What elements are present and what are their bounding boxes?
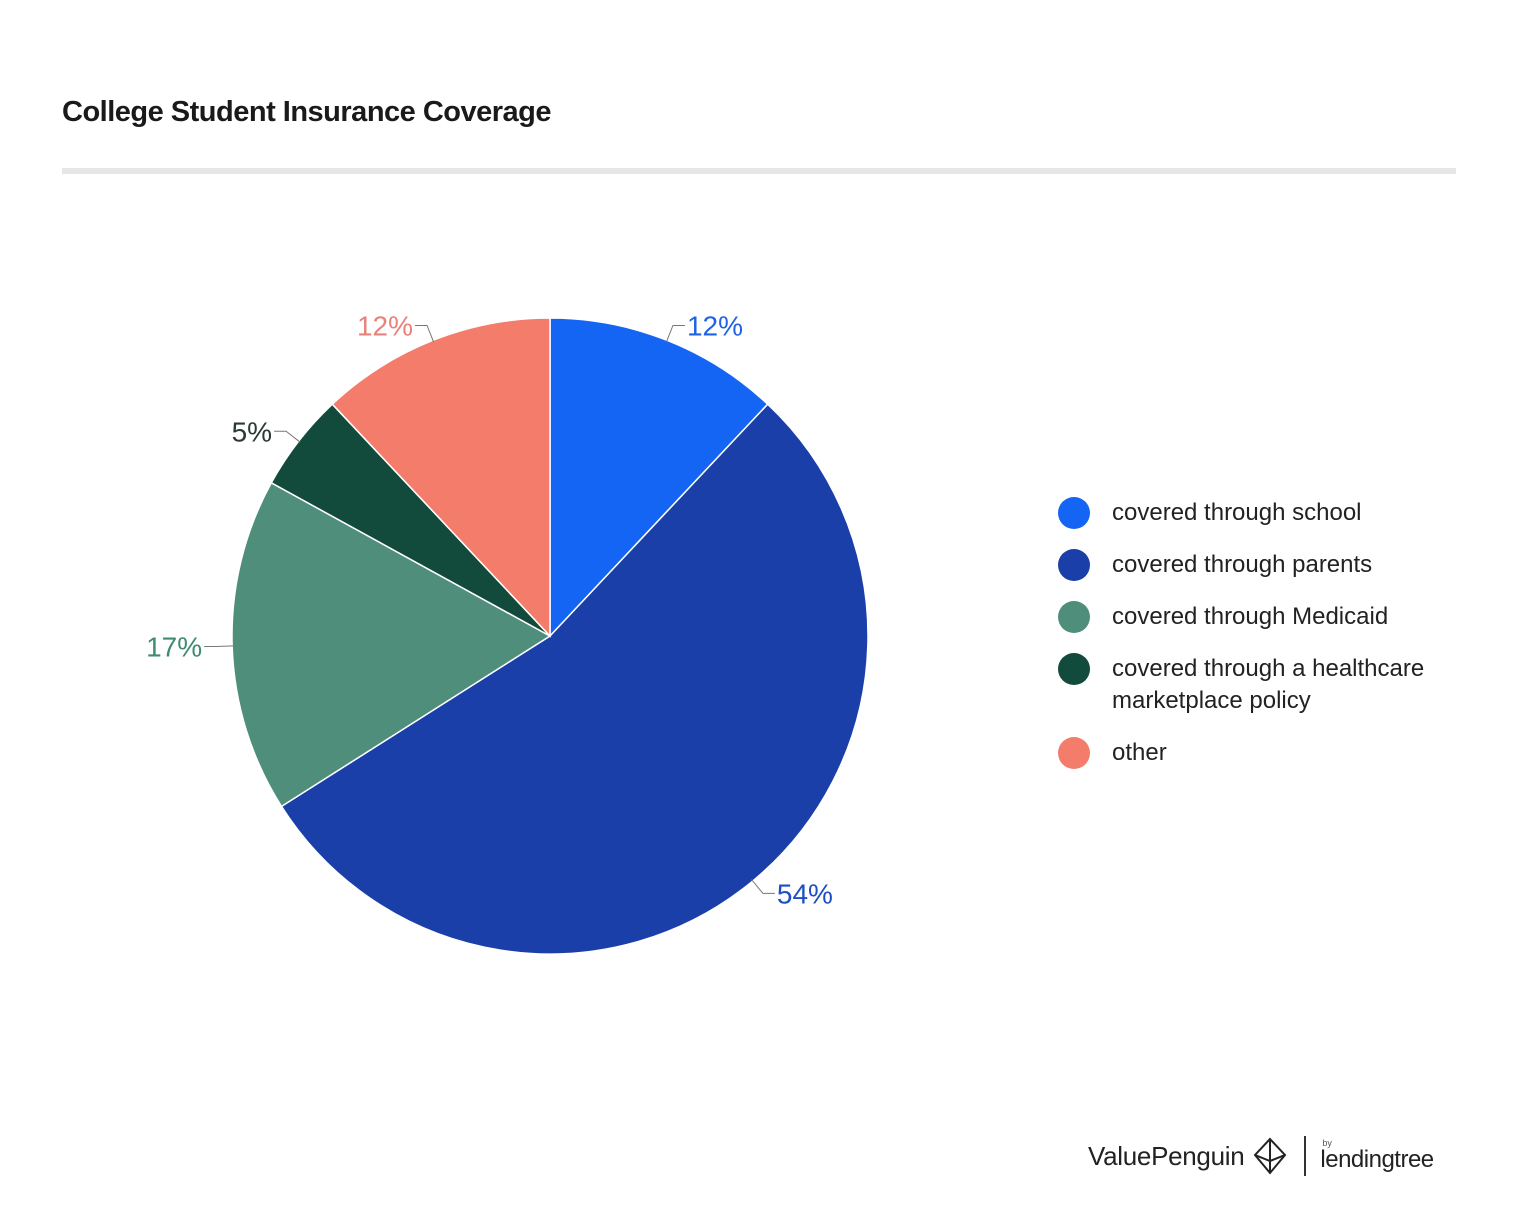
slice-label: 5%: [232, 416, 272, 447]
legend-label: covered through Medicaid: [1112, 603, 1389, 630]
valuepenguin-wordmark: ValuePenguin: [1088, 1140, 1245, 1171]
slice-labels: 12% 54% 17% 5% 12%: [146, 310, 833, 909]
label-leader-lines: [204, 324, 775, 894]
label-leader-line: [274, 430, 301, 443]
slice-label: 12%: [357, 310, 413, 341]
legend-swatch-parents: [1058, 549, 1090, 581]
legend-label: other: [1112, 739, 1167, 766]
legend-item[interactable]: covered through school: [1058, 497, 1478, 529]
chart-legend: covered through school covered through p…: [1058, 497, 1478, 789]
legend-swatch-other: [1058, 737, 1090, 769]
label-leader-line: [204, 645, 235, 647]
slice-label: 12%: [687, 310, 743, 341]
legend-item[interactable]: other: [1058, 737, 1478, 769]
title-divider: [62, 168, 1456, 174]
legend-item[interactable]: covered through a healthcare marketplace…: [1058, 653, 1478, 717]
legend-label: covered through school: [1112, 499, 1362, 526]
lendingtree-by-text: by: [1322, 1138, 1332, 1148]
slice-label: 54%: [777, 878, 833, 909]
legend-item[interactable]: covered through Medicaid: [1058, 601, 1478, 633]
lendingtree-logo: by lendingtree: [1320, 1138, 1434, 1174]
label-leader-line: [415, 324, 435, 343]
legend-label: covered through a healthcare marketplace…: [1112, 655, 1425, 714]
slice-label: 17%: [146, 631, 202, 662]
legend-swatch-school: [1058, 497, 1090, 529]
legend-label: covered through parents: [1112, 551, 1373, 578]
label-leader-line: [751, 879, 775, 894]
label-leader-line: [665, 324, 685, 343]
legend-item[interactable]: covered through parents: [1058, 549, 1478, 581]
pie-slices: [231, 317, 869, 955]
valuepenguin-logo-icon: [1254, 1137, 1287, 1175]
chart-title: College Student Insurance Coverage: [62, 96, 552, 128]
lendingtree-wordmark: lendingtree: [1320, 1146, 1434, 1173]
legend-swatch-marketplace: [1058, 653, 1090, 685]
footer-logo: ValuePenguin by lendingtree: [1088, 1134, 1434, 1178]
legend-swatch-medicaid: [1058, 601, 1090, 633]
logo-divider: [1304, 1136, 1307, 1176]
